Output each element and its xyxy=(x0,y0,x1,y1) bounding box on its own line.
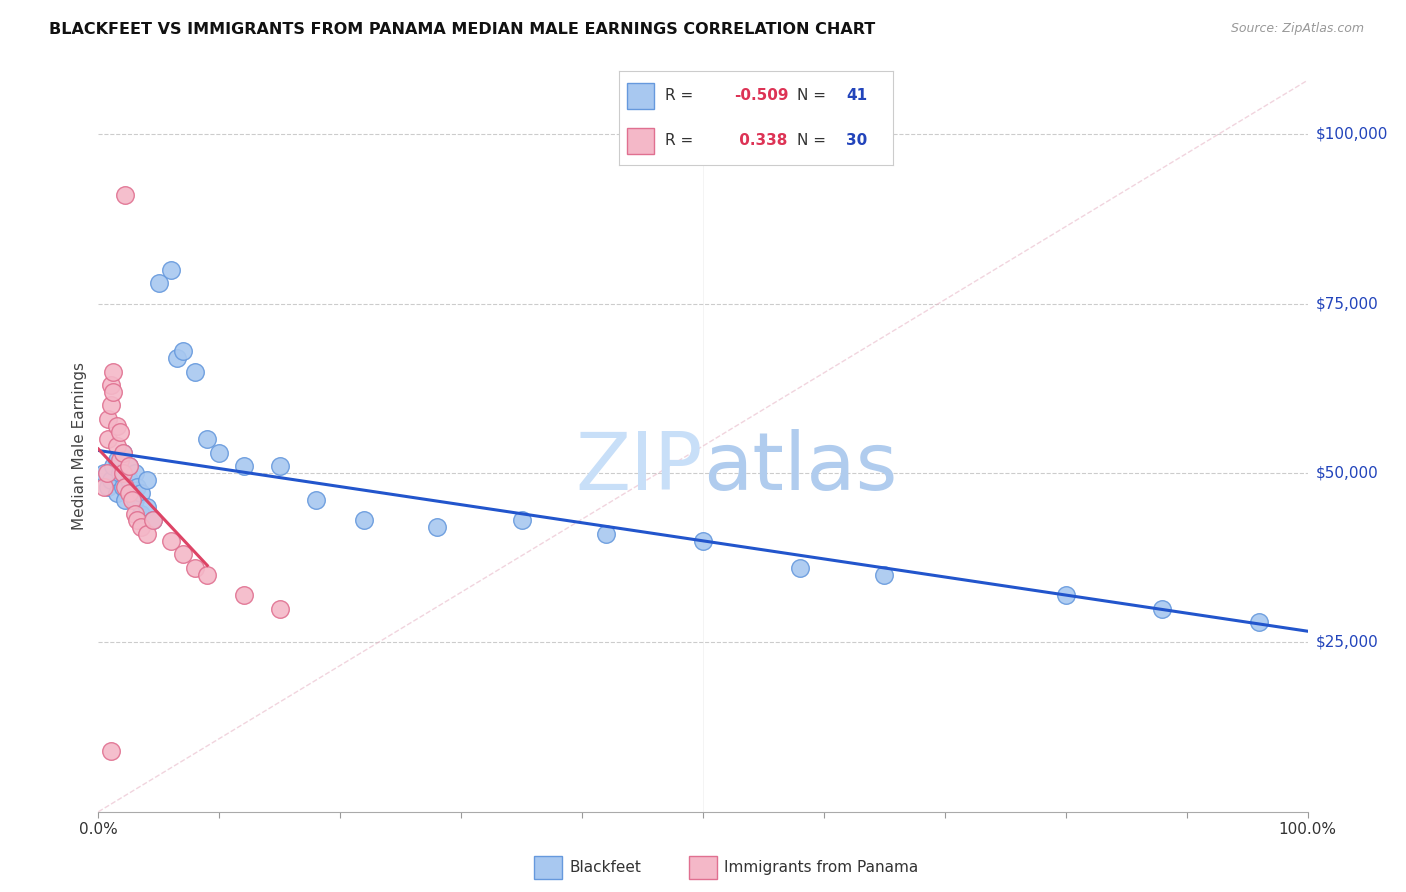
Point xyxy=(1249,615,1271,629)
Point xyxy=(111,446,134,460)
Point xyxy=(118,459,141,474)
Point xyxy=(1152,601,1174,615)
Point xyxy=(172,344,194,359)
Point xyxy=(172,547,194,561)
Point xyxy=(101,384,124,399)
Point xyxy=(135,500,157,514)
Y-axis label: Median Male Earnings: Median Male Earnings xyxy=(72,362,87,530)
Text: BLACKFEET VS IMMIGRANTS FROM PANAMA MEDIAN MALE EARNINGS CORRELATION CHART: BLACKFEET VS IMMIGRANTS FROM PANAMA MEDI… xyxy=(49,22,876,37)
Point xyxy=(127,514,149,528)
Point xyxy=(96,466,118,480)
Point xyxy=(142,514,165,528)
Point xyxy=(121,486,143,500)
Point xyxy=(121,493,143,508)
Point xyxy=(195,432,218,446)
Point xyxy=(100,378,122,392)
Text: N =: N = xyxy=(797,133,831,148)
Point xyxy=(353,514,375,528)
Text: $100,000: $100,000 xyxy=(1316,127,1388,142)
Point xyxy=(142,514,165,528)
Text: R =: R = xyxy=(665,133,699,148)
Point xyxy=(135,527,157,541)
Point xyxy=(1054,588,1077,602)
Point xyxy=(595,527,617,541)
Point xyxy=(114,480,136,494)
Point xyxy=(118,459,141,474)
Point xyxy=(114,493,136,508)
Point xyxy=(269,459,291,474)
Text: $75,000: $75,000 xyxy=(1316,296,1379,311)
Point xyxy=(789,561,811,575)
Point xyxy=(129,507,152,521)
Point xyxy=(101,459,124,474)
Point xyxy=(510,514,533,528)
Point xyxy=(129,520,152,534)
Point xyxy=(111,466,134,480)
Point xyxy=(127,480,149,494)
Bar xyxy=(627,128,654,153)
Point xyxy=(160,263,183,277)
Point xyxy=(184,364,207,378)
Text: $50,000: $50,000 xyxy=(1316,466,1379,481)
Point xyxy=(111,480,134,494)
Point xyxy=(118,486,141,500)
Point xyxy=(108,466,131,480)
Point xyxy=(100,398,122,412)
Point xyxy=(124,466,146,480)
Point xyxy=(97,432,120,446)
Point xyxy=(97,480,120,494)
Text: N =: N = xyxy=(797,88,831,103)
Point xyxy=(114,188,136,202)
Text: atlas: atlas xyxy=(703,429,897,507)
Point xyxy=(269,601,291,615)
Point xyxy=(166,351,188,365)
Point xyxy=(208,446,231,460)
Point xyxy=(124,507,146,521)
Point xyxy=(93,480,115,494)
Point xyxy=(160,533,183,548)
Point xyxy=(692,533,714,548)
Point xyxy=(232,588,254,602)
Point xyxy=(124,493,146,508)
Bar xyxy=(627,83,654,109)
Point xyxy=(101,364,124,378)
Text: $25,000: $25,000 xyxy=(1316,635,1379,650)
Text: -0.509: -0.509 xyxy=(734,88,789,103)
Point xyxy=(100,744,122,758)
Point xyxy=(105,439,128,453)
Point xyxy=(105,452,128,467)
Point xyxy=(129,486,152,500)
Point xyxy=(105,418,128,433)
Text: Source: ZipAtlas.com: Source: ZipAtlas.com xyxy=(1230,22,1364,36)
Point xyxy=(873,567,896,582)
Point xyxy=(93,466,115,480)
Point xyxy=(105,486,128,500)
Point xyxy=(108,452,131,467)
Point xyxy=(305,493,328,508)
Text: 30: 30 xyxy=(846,133,868,148)
Point xyxy=(118,473,141,487)
Point xyxy=(426,520,449,534)
Point xyxy=(148,277,170,291)
Text: ZIP: ZIP xyxy=(575,429,703,507)
Point xyxy=(135,473,157,487)
Point xyxy=(232,459,254,474)
Point xyxy=(100,473,122,487)
Point xyxy=(97,412,120,426)
Point xyxy=(111,446,134,460)
Text: 0.338: 0.338 xyxy=(734,133,787,148)
Point xyxy=(184,561,207,575)
Text: 41: 41 xyxy=(846,88,868,103)
Text: Immigrants from Panama: Immigrants from Panama xyxy=(724,861,918,875)
Text: R =: R = xyxy=(665,88,699,103)
Point xyxy=(195,567,218,582)
Point xyxy=(108,425,131,440)
Text: Blackfeet: Blackfeet xyxy=(569,861,641,875)
